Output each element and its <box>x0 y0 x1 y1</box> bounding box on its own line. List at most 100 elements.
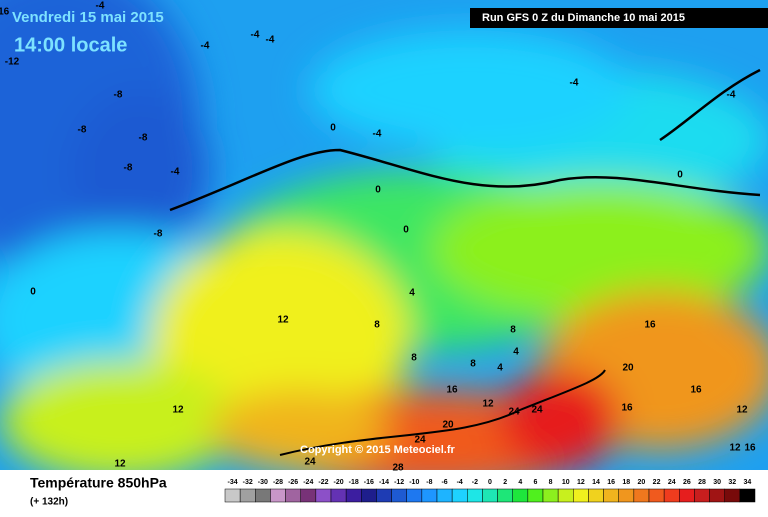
scale-swatch <box>451 488 468 503</box>
scale-label: -28 <box>273 479 283 486</box>
scale-label: 30 <box>713 479 721 486</box>
scale-swatch <box>345 488 362 503</box>
scale-label: -20 <box>334 479 344 486</box>
contour-label: -4 <box>96 1 105 12</box>
scale-label: -6 <box>441 479 447 486</box>
scale-swatch <box>588 488 604 503</box>
scale-swatch <box>542 488 559 503</box>
scale-swatch <box>618 488 635 503</box>
contour-label: 8 <box>374 320 380 331</box>
scale-swatch <box>224 488 241 503</box>
scale-swatch <box>709 488 725 503</box>
copyright: Copyright © 2015 Meteociel.fr <box>300 444 456 456</box>
date: Vendredi 15 mai 2015 <box>12 9 164 26</box>
contour-label: 12 <box>277 315 289 326</box>
scale-label: -34 <box>228 479 238 486</box>
scale-swatch <box>467 488 483 503</box>
scale-label: -26 <box>288 479 298 486</box>
footer-title: Température 850hPa <box>30 475 167 491</box>
scale-label: 32 <box>728 479 736 486</box>
contour-label: 12 <box>482 399 494 410</box>
contour-label: 24 <box>414 435 426 446</box>
contour-label: -8 <box>154 229 163 240</box>
contour-label: 8 <box>411 353 417 364</box>
scale-label: -8 <box>426 479 432 486</box>
scale-label: 8 <box>549 479 553 486</box>
scale-swatch <box>679 488 695 503</box>
scale-swatch <box>497 488 513 503</box>
scale-swatch <box>482 488 498 503</box>
scale-swatch <box>315 488 332 503</box>
contour-label: 4 <box>497 363 503 374</box>
scale-label: 34 <box>744 479 752 486</box>
run-box <box>470 8 768 28</box>
contour-label: 8 <box>470 359 476 370</box>
scale-label: -4 <box>457 479 463 486</box>
contour-label: 16 <box>744 443 756 454</box>
scale-swatch <box>436 488 453 503</box>
contour-label: -4 <box>727 90 736 101</box>
contour-label: -4 <box>266 35 275 46</box>
scale-swatch <box>512 488 529 503</box>
contour-label: 4 <box>409 288 415 299</box>
temperature-field <box>0 0 768 490</box>
scale-label: 10 <box>562 479 570 486</box>
contour-label: -4 <box>171 167 180 178</box>
contour-label: 24 <box>531 405 543 416</box>
contour-label: -8 <box>78 125 87 136</box>
contour-label: 16 <box>621 403 633 414</box>
contour-label: 12 <box>736 405 748 416</box>
scale-label: 14 <box>592 479 600 486</box>
scale-label: -32 <box>243 479 253 486</box>
scale-label: 0 <box>488 479 492 486</box>
time: 14:00 locale <box>14 34 127 56</box>
scale-label: -18 <box>349 479 359 486</box>
scale-label: 24 <box>668 479 676 486</box>
contour-label: 0 <box>30 287 36 298</box>
contour-label: 8 <box>510 325 516 336</box>
contour-label: 20 <box>442 420 454 431</box>
scale-label: 16 <box>607 479 615 486</box>
contour-label: 16 <box>446 385 458 396</box>
scale-label: -16 <box>364 479 374 486</box>
contour-label: -4 <box>570 78 579 89</box>
scale-label: -22 <box>318 479 328 486</box>
scale-swatch <box>633 488 650 503</box>
scale-swatch <box>300 488 317 503</box>
contour-label: 20 <box>622 363 634 374</box>
contour-label: 12 <box>172 405 184 416</box>
scale-label: -14 <box>379 479 389 486</box>
contour-label: 0 <box>403 225 409 236</box>
scale-swatch <box>648 488 665 503</box>
scale-swatch <box>330 488 347 503</box>
scale-swatch <box>421 488 438 503</box>
scale-label: 28 <box>698 479 706 486</box>
scale-swatch <box>376 488 392 503</box>
contour-label: 0 <box>330 123 336 134</box>
scale-label: 22 <box>653 479 661 486</box>
scale-swatch <box>391 488 407 503</box>
contour-label: 16 <box>644 320 656 331</box>
contour-label: -4 <box>251 30 260 41</box>
run-info: Run GFS 0 Z du Dimanche 10 mai 2015 <box>482 12 685 24</box>
contour-label: -16 <box>0 7 10 18</box>
scale-swatch <box>406 488 423 503</box>
scale-swatch <box>285 488 301 503</box>
contour-label: 0 <box>677 170 683 181</box>
contour-label: 16 <box>690 385 702 396</box>
contour-label: -8 <box>139 133 148 144</box>
scale-label: 2 <box>503 479 507 486</box>
scale-swatch <box>239 488 256 503</box>
scale-swatch <box>255 488 271 503</box>
scale-swatch <box>694 488 710 503</box>
contour-label: -4 <box>201 41 210 52</box>
scale-swatch <box>603 488 619 503</box>
scale-swatch <box>361 488 377 503</box>
scale-swatch <box>724 488 741 503</box>
scale-label: 20 <box>638 479 646 486</box>
contour-label: -4 <box>373 129 382 140</box>
contour-label: -8 <box>114 90 123 101</box>
scale-label: -10 <box>409 479 419 486</box>
contour-label: 28 <box>392 463 404 474</box>
